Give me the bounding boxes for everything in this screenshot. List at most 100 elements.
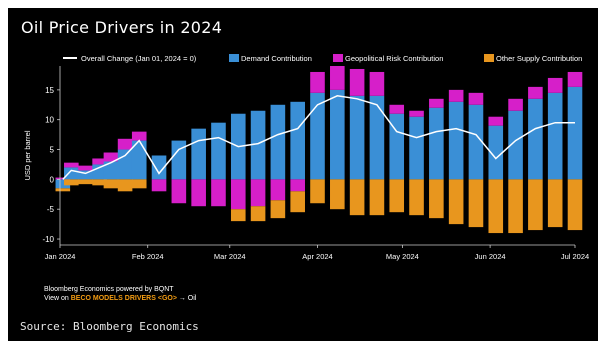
bar-other-supply-contribution-18 xyxy=(369,179,385,216)
bar-geopolitical-risk-contribution-16 xyxy=(330,66,345,90)
bar-geopolitical-risk-contribution-11 xyxy=(230,179,246,210)
bar-geopolitical-risk-contribution-7 xyxy=(151,179,167,192)
bar-other-supply-contribution-22 xyxy=(448,179,464,225)
chart-svg: Overall Change (Jan 01, 2024 = 0) Demand … xyxy=(23,54,589,261)
bar-geopolitical-risk-contribution-24 xyxy=(488,116,504,126)
y-axis-title: USD per barrel xyxy=(23,130,32,180)
chart-bars xyxy=(55,66,583,234)
y-tick-label: 0 xyxy=(50,175,55,184)
bar-geopolitical-risk-contribution-27 xyxy=(547,77,563,93)
x-tick-label: May 2024 xyxy=(386,252,419,261)
bar-geopolitical-risk-contribution-8 xyxy=(171,179,187,204)
footer-highlight: BECO MODELS DRIVERS <GO> xyxy=(70,295,177,302)
bar-geopolitical-risk-contribution-13 xyxy=(270,179,286,201)
legend-label: Demand Contribution xyxy=(241,54,312,63)
bar-demand-contribution-7 xyxy=(151,155,167,180)
source-note: Source: Bloomberg Economics xyxy=(20,320,199,333)
bar-other-supply-contribution-26 xyxy=(528,179,543,231)
legend-label: Geopolitical Risk Contribution xyxy=(345,54,443,63)
legend-label: Overall Change (Jan 01, 2024 = 0) xyxy=(81,54,197,63)
bar-demand-contribution-28 xyxy=(567,86,583,180)
bar-other-supply-contribution-12 xyxy=(250,206,266,222)
x-tick-label: Jan 2024 xyxy=(45,252,76,261)
footer-line2: View on BECO MODELS DRIVERS <GO> → Oil xyxy=(44,294,196,303)
footer-line1: Bloomberg Economics powered by BQNT xyxy=(44,286,174,293)
bar-demand-contribution-16 xyxy=(330,89,345,180)
bar-geopolitical-risk-contribution-9 xyxy=(191,179,206,207)
bar-other-supply-contribution-11 xyxy=(230,209,246,222)
bar-other-supply-contribution-15 xyxy=(310,179,325,204)
bar-demand-contribution-27 xyxy=(547,92,563,180)
bar-other-supply-contribution-13 xyxy=(270,200,286,219)
bar-other-supply-contribution-5 xyxy=(117,179,133,192)
bar-demand-contribution-20 xyxy=(409,116,424,180)
bar-geopolitical-risk-contribution-12 xyxy=(250,179,266,207)
bar-other-supply-contribution-20 xyxy=(409,179,424,216)
overall-change-line xyxy=(62,95,575,180)
bar-geopolitical-risk-contribution-1 xyxy=(64,162,79,168)
y-tick-label: -5 xyxy=(47,205,55,214)
bar-other-supply-contribution-14 xyxy=(290,191,305,213)
bar-geopolitical-risk-contribution-28 xyxy=(567,71,583,87)
bar-geopolitical-risk-contribution-6 xyxy=(131,131,147,141)
bar-other-supply-contribution-6 xyxy=(131,179,147,189)
bar-other-supply-contribution-1 xyxy=(64,179,79,186)
bar-other-supply-contribution-21 xyxy=(429,179,444,219)
bar-demand-contribution-0 xyxy=(55,179,71,189)
chart-footer: Bloomberg Economics powered by BQNT View… xyxy=(44,285,196,303)
bar-geopolitical-risk-contribution-21 xyxy=(429,98,444,108)
bar-other-supply-contribution-0 xyxy=(55,188,71,192)
bar-geopolitical-risk-contribution-22 xyxy=(448,89,464,102)
y-tick-label: 5 xyxy=(50,146,55,155)
x-tick-label: Feb 2024 xyxy=(132,252,164,261)
y-tick-label: 15 xyxy=(45,86,54,95)
bar-geopolitical-risk-contribution-14 xyxy=(290,179,305,192)
bar-demand-contribution-1 xyxy=(64,167,79,180)
x-tick-label: Mar 2024 xyxy=(214,252,246,261)
bar-geopolitical-risk-contribution-3 xyxy=(92,158,107,165)
bar-demand-contribution-19 xyxy=(389,113,405,180)
bar-demand-contribution-10 xyxy=(211,122,226,180)
bar-demand-contribution-23 xyxy=(468,104,484,180)
bar-other-supply-contribution-24 xyxy=(488,179,504,234)
bar-demand-contribution-17 xyxy=(349,95,365,180)
page-title: Oil Price Drivers in 2024 xyxy=(21,18,223,37)
y-tick-label: 10 xyxy=(45,116,54,125)
chart-legend: Overall Change (Jan 01, 2024 = 0) Demand … xyxy=(63,54,582,63)
bar-other-supply-contribution-4 xyxy=(103,179,119,189)
bar-demand-contribution-21 xyxy=(429,107,444,180)
bar-geopolitical-risk-contribution-5 xyxy=(117,138,133,150)
bar-other-supply-contribution-2 xyxy=(78,179,93,185)
bar-demand-contribution-5 xyxy=(117,149,133,180)
footer-suffix: → Oil xyxy=(176,295,197,302)
bar-geopolitical-risk-contribution-19 xyxy=(389,104,405,114)
x-tick-label: Jun 2024 xyxy=(475,252,506,261)
bar-demand-contribution-4 xyxy=(103,161,119,180)
y-tick-label: -10 xyxy=(42,235,54,244)
bar-geopolitical-risk-contribution-26 xyxy=(528,86,543,99)
bar-other-supply-contribution-17 xyxy=(349,179,365,216)
bar-demand-contribution-12 xyxy=(250,110,266,180)
bar-demand-contribution-25 xyxy=(508,110,523,180)
bar-other-supply-contribution-28 xyxy=(567,179,583,231)
chart-frame: Oil Price Drivers in 2024 Overall Change… xyxy=(8,8,598,341)
bar-other-supply-contribution-19 xyxy=(389,179,405,213)
bar-demand-contribution-14 xyxy=(290,101,305,180)
bar-demand-contribution-8 xyxy=(171,140,187,180)
footer-prefix: View on xyxy=(44,295,71,302)
bar-demand-contribution-9 xyxy=(191,128,206,180)
bar-demand-contribution-24 xyxy=(488,125,504,180)
bar-geopolitical-risk-contribution-23 xyxy=(468,92,484,105)
bar-demand-contribution-2 xyxy=(78,170,93,180)
bar-geopolitical-risk-contribution-17 xyxy=(349,68,365,96)
x-tick-label: Jul 2024 xyxy=(561,252,589,261)
legend-swatch xyxy=(229,54,239,62)
bar-geopolitical-risk-contribution-10 xyxy=(211,179,226,207)
bar-other-supply-contribution-16 xyxy=(330,179,345,210)
x-tick-label: Apr 2024 xyxy=(302,252,332,261)
bar-demand-contribution-22 xyxy=(448,101,464,180)
bar-demand-contribution-15 xyxy=(310,92,325,180)
legend-label: Other Supply Contribution xyxy=(496,54,582,63)
bar-other-supply-contribution-25 xyxy=(508,179,523,234)
bar-geopolitical-risk-contribution-18 xyxy=(369,71,385,96)
